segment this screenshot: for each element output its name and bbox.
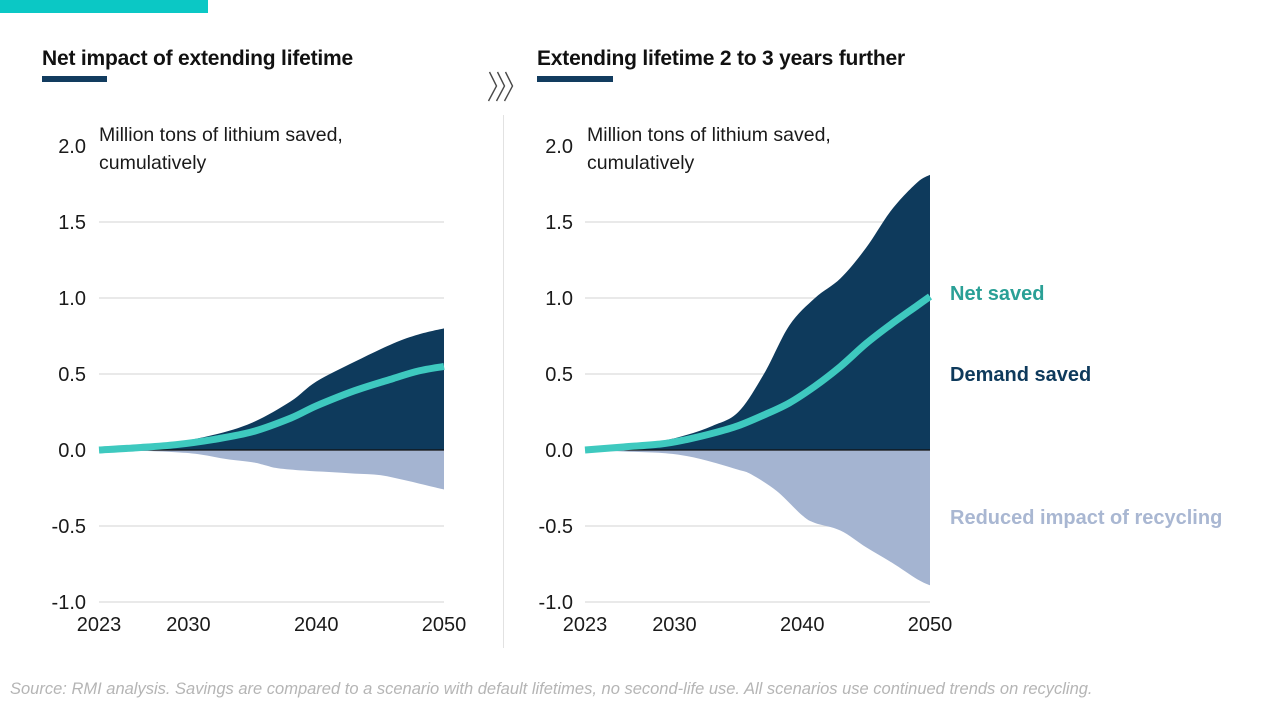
source-note: Source: RMI analysis. Savings are compar… (10, 680, 1093, 698)
title-underline-left (42, 76, 107, 82)
line-net-saved (98, 362, 445, 454)
line-net-saved (584, 293, 933, 454)
y-tick-label: -0.5 (52, 516, 86, 538)
y-axis-label: Million tons of lithium saved, (587, 124, 831, 146)
x-tick-label: 2030 (652, 614, 697, 636)
series-label-reduced-impact-of-recycling: Reduced impact of recycling (950, 507, 1223, 529)
panel-divider-line (503, 115, 504, 648)
y-tick-label: 2.0 (545, 136, 573, 158)
y-tick-label: 1.5 (58, 212, 86, 234)
x-tick-label: 2030 (166, 614, 211, 636)
x-tick-label: 2040 (294, 614, 339, 636)
y-tick-label: 0.5 (545, 364, 573, 386)
series-label-net-saved: Net saved (950, 283, 1045, 305)
x-tick-label: 2023 (563, 614, 608, 636)
chart-title-right: Extending lifetime 2 to 3 years further (537, 47, 905, 70)
x-tick-label: 2023 (77, 614, 122, 636)
area-reduced-impact-of-recycling (99, 450, 444, 490)
series-label-demand-saved: Demand saved (950, 364, 1092, 386)
y-axis-label: Million tons of lithium saved, (99, 124, 343, 146)
y-axis-label: cumulatively (99, 152, 207, 174)
chart-title-left: Net impact of extending lifetime (42, 47, 353, 70)
brand-accent-bar (0, 0, 208, 13)
y-tick-label: 1.5 (545, 212, 573, 234)
title-underline-right (537, 76, 613, 82)
y-tick-label: -1.0 (52, 592, 86, 614)
y-tick-label: 1.0 (545, 288, 573, 310)
y-tick-label: 2.0 (58, 136, 86, 158)
area-reduced-impact-of-recycling (585, 450, 930, 586)
y-axis-label: cumulatively (587, 152, 695, 174)
y-tick-label: -0.5 (539, 516, 573, 538)
x-tick-label: 2050 (908, 614, 953, 636)
x-tick-label: 2050 (422, 614, 467, 636)
triple-chevron-right-icon (487, 71, 514, 102)
area-demand-saved (99, 328, 444, 450)
y-tick-label: 1.0 (58, 288, 86, 310)
area-demand-saved (585, 174, 930, 450)
x-tick-label: 2040 (780, 614, 825, 636)
y-tick-label: 0.0 (545, 440, 573, 462)
y-tick-label: 0.0 (58, 440, 86, 462)
y-tick-label: -1.0 (539, 592, 573, 614)
y-tick-label: 0.5 (58, 364, 86, 386)
